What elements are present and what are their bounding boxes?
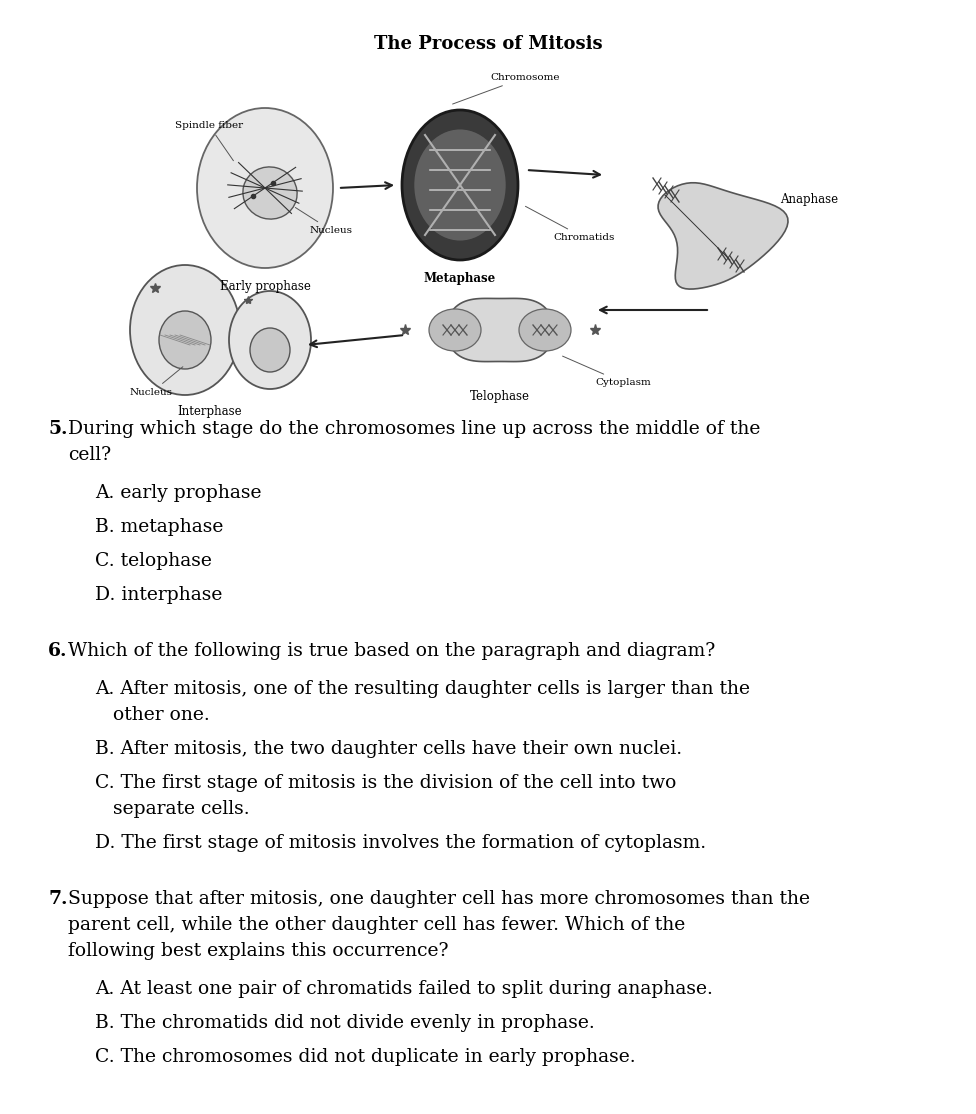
Text: The Process of Mitosis: The Process of Mitosis	[374, 35, 602, 53]
Text: Chromosome: Chromosome	[453, 74, 559, 104]
Text: Anaphase: Anaphase	[780, 194, 838, 206]
Text: D. The first stage of mitosis involves the formation of cytoplasm.: D. The first stage of mitosis involves t…	[95, 834, 706, 852]
Ellipse shape	[519, 309, 571, 351]
Text: Telophase: Telophase	[470, 390, 530, 403]
Text: A. early prophase: A. early prophase	[95, 483, 262, 502]
Text: separate cells.: separate cells.	[113, 800, 250, 818]
Ellipse shape	[429, 309, 481, 351]
Text: A. At least one pair of chromatids failed to split during anaphase.: A. At least one pair of chromatids faile…	[95, 980, 712, 998]
Ellipse shape	[414, 129, 507, 242]
Ellipse shape	[159, 311, 211, 369]
Text: C. The first stage of mitosis is the division of the cell into two: C. The first stage of mitosis is the div…	[95, 774, 676, 792]
Text: C. telophase: C. telophase	[95, 553, 212, 570]
Text: C. The chromosomes did not duplicate in early prophase.: C. The chromosomes did not duplicate in …	[95, 1048, 635, 1066]
Text: Suppose that after mitosis, one daughter cell has more chromosomes than the: Suppose that after mitosis, one daughter…	[68, 890, 810, 908]
Text: B. metaphase: B. metaphase	[95, 518, 224, 536]
Ellipse shape	[197, 108, 333, 268]
Ellipse shape	[130, 265, 240, 395]
Text: Interphase: Interphase	[178, 405, 242, 418]
Text: 7.: 7.	[48, 890, 67, 908]
Text: Nucleus: Nucleus	[296, 207, 353, 235]
Text: During which stage do the chromosomes line up across the middle of the: During which stage do the chromosomes li…	[68, 420, 760, 438]
Text: B. The chromatids did not divide evenly in prophase.: B. The chromatids did not divide evenly …	[95, 1014, 594, 1032]
Text: other one.: other one.	[113, 706, 210, 724]
Text: Spindle fiber: Spindle fiber	[175, 121, 243, 160]
Ellipse shape	[250, 328, 290, 372]
Text: D. interphase: D. interphase	[95, 586, 223, 604]
Ellipse shape	[243, 167, 297, 219]
Text: Metaphase: Metaphase	[424, 272, 496, 285]
Polygon shape	[658, 183, 788, 289]
Text: Which of the following is true based on the paragraph and diagram?: Which of the following is true based on …	[68, 642, 715, 659]
Text: parent cell, while the other daughter cell has fewer. Which of the: parent cell, while the other daughter ce…	[68, 916, 685, 934]
Text: 6.: 6.	[48, 642, 67, 659]
Text: Early prophase: Early prophase	[220, 280, 310, 293]
Polygon shape	[446, 299, 554, 362]
Text: Chromatids: Chromatids	[525, 206, 614, 242]
Text: B. After mitosis, the two daughter cells have their own nuclei.: B. After mitosis, the two daughter cells…	[95, 740, 682, 758]
Text: Nucleus: Nucleus	[130, 367, 183, 397]
Text: following best explains this occurrence?: following best explains this occurrence?	[68, 942, 449, 960]
Ellipse shape	[402, 110, 518, 260]
Text: cell?: cell?	[68, 446, 111, 465]
Text: A. After mitosis, one of the resulting daughter cells is larger than the: A. After mitosis, one of the resulting d…	[95, 680, 750, 698]
Text: 5.: 5.	[48, 420, 67, 438]
Text: Cytoplasm: Cytoplasm	[562, 356, 651, 387]
Ellipse shape	[229, 291, 311, 389]
